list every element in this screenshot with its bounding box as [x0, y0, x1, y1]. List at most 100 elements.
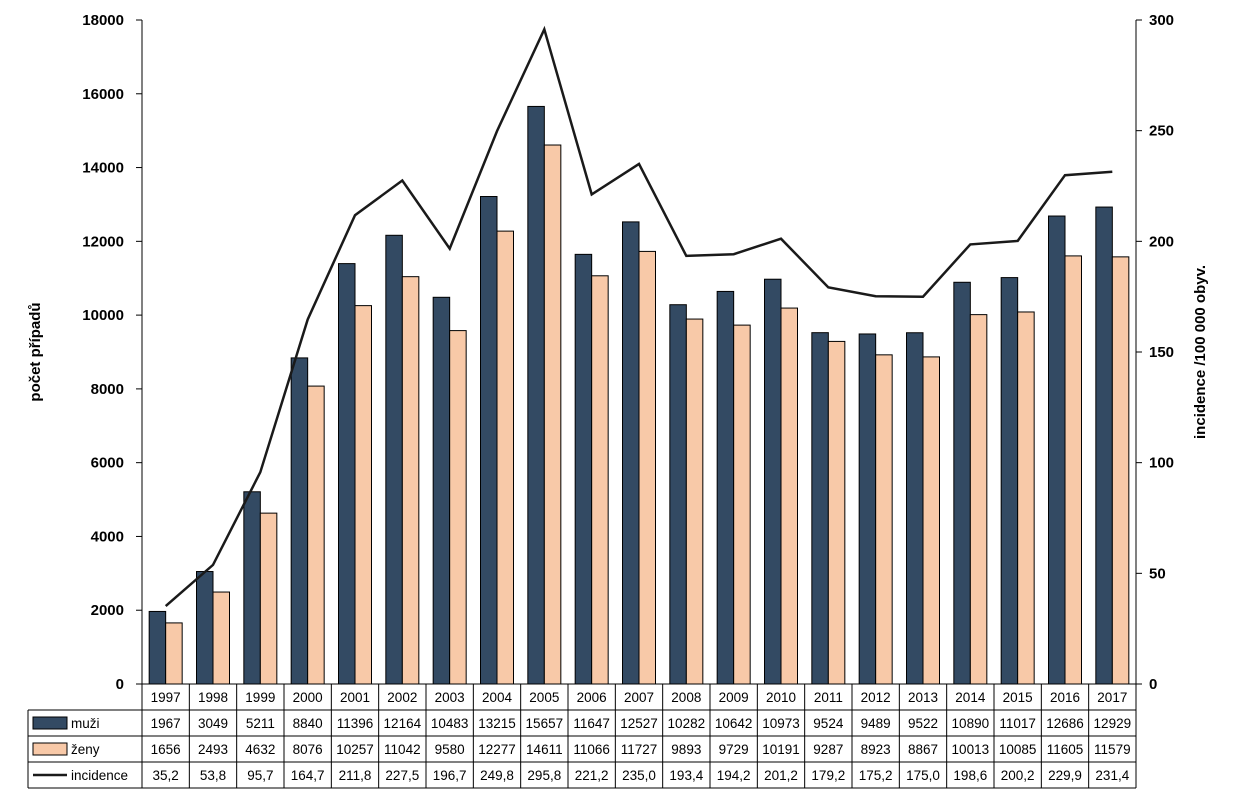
- bar-zeny-2015: [1017, 311, 1035, 685]
- category-label-2009: 2009: [719, 690, 749, 705]
- bar-zeny-2004: [496, 230, 514, 685]
- left-tick-label-16000: 16000: [82, 86, 124, 103]
- bar-zeny-2003: [449, 330, 467, 685]
- bar-muzi-2006: [574, 253, 593, 685]
- category-label-2001: 2001: [340, 690, 370, 705]
- bar-zeny-2007: [638, 250, 656, 685]
- bar-muzi-2008: [669, 304, 687, 685]
- legend-label-muzi: muži: [71, 716, 100, 731]
- data-label-incidence-2001: 211,8: [339, 768, 372, 783]
- data-label-zeny-1999: 4632: [245, 742, 275, 757]
- category-label-2003: 2003: [435, 690, 465, 705]
- data-label-zeny-2010: 10191: [762, 742, 800, 757]
- bar-zeny-2005: [543, 144, 562, 685]
- data-label-muzi-2009: 10642: [715, 716, 753, 731]
- bar-muzi-2010: [764, 278, 782, 685]
- bar-muzi-1997: [148, 610, 167, 685]
- category-label-2015: 2015: [1003, 690, 1033, 705]
- data-label-zeny-1998: 2493: [198, 742, 228, 757]
- left-tick-label-10000: 10000: [82, 307, 124, 324]
- data-label-zeny-2006: 11066: [573, 742, 610, 757]
- data-label-zeny-2016: 11605: [1047, 742, 1084, 757]
- category-label-2012: 2012: [861, 690, 891, 705]
- data-label-incidence-2010: 201,2: [764, 768, 798, 783]
- legend-key-muzi: [32, 716, 68, 730]
- data-label-muzi-2003: 10483: [431, 716, 469, 731]
- bar-zeny-2016: [1064, 255, 1082, 685]
- left-tick-label-8000: 8000: [91, 381, 124, 398]
- data-label-zeny-2003: 9580: [435, 742, 465, 757]
- bar-muzi-2000: [290, 357, 309, 685]
- data-label-zeny-2012: 8923: [861, 742, 891, 757]
- data-label-zeny-1997: 1656: [151, 742, 181, 757]
- data-label-muzi-2006: 11647: [573, 716, 610, 731]
- data-label-zeny-2005: 14611: [526, 742, 563, 757]
- data-label-zeny-2017: 11579: [1094, 742, 1131, 757]
- bar-muzi-2015: [1000, 277, 1019, 685]
- right-tick-label-0: 0: [1149, 676, 1157, 693]
- bar-muzi-2002: [385, 234, 403, 685]
- bar-muzi-2009: [716, 290, 735, 685]
- data-label-incidence-2008: 193,4: [669, 768, 703, 783]
- category-label-2000: 2000: [293, 690, 323, 705]
- left-tick-label-6000: 6000: [91, 455, 124, 472]
- bar-zeny-2017: [1111, 256, 1130, 685]
- data-label-incidence-1998: 53,8: [200, 768, 226, 783]
- data-label-incidence-2013: 175,0: [906, 768, 940, 783]
- legend-label-incidence: incidence: [71, 768, 128, 783]
- category-label-1997: 1997: [151, 690, 181, 705]
- data-label-muzi-2012: 9489: [861, 716, 891, 731]
- bar-muzi-2012: [858, 333, 877, 685]
- bar-zeny-2002: [401, 276, 420, 685]
- bar-zeny-2000: [307, 385, 325, 685]
- right-tick-label-250: 250: [1149, 123, 1174, 140]
- bar-zeny-1999: [259, 512, 278, 685]
- right-tick-label-200: 200: [1149, 233, 1174, 250]
- data-label-incidence-1997: 35,2: [153, 768, 179, 783]
- data-label-muzi-2014: 10890: [952, 716, 990, 731]
- data-label-incidence-2011: 179,2: [811, 768, 845, 783]
- left-tick-label-4000: 4000: [91, 528, 124, 545]
- right-axis-title: incidence /100 000 obyv.: [1192, 265, 1209, 439]
- data-label-muzi-2002: 12164: [384, 716, 422, 731]
- category-label-2002: 2002: [387, 690, 417, 705]
- data-label-zeny-2008: 9893: [671, 742, 701, 757]
- bar-zeny-1997: [165, 622, 183, 685]
- left-tick-label-14000: 14000: [82, 160, 124, 177]
- data-label-incidence-2007: 235,0: [622, 768, 656, 783]
- category-label-1999: 1999: [245, 690, 275, 705]
- data-label-zeny-2013: 8867: [908, 742, 938, 757]
- bar-muzi-2014: [953, 281, 971, 685]
- data-label-incidence-1999: 95,7: [247, 768, 273, 783]
- bar-zeny-2011: [827, 340, 846, 685]
- data-label-incidence-2004: 249,8: [480, 768, 514, 783]
- data-label-incidence-2005: 295,8: [527, 768, 561, 783]
- category-label-2006: 2006: [577, 690, 607, 705]
- data-label-muzi-1997: 1967: [151, 716, 181, 731]
- data-label-zeny-2015: 10085: [999, 742, 1037, 757]
- right-tick-label-50: 50: [1149, 565, 1166, 582]
- data-label-muzi-2008: 10282: [668, 716, 706, 731]
- data-table: 1997 1998 1999 2000 2001 2002 2003 2004 2005 2006…: [27, 683, 1137, 789]
- category-label-1998: 1998: [198, 690, 228, 705]
- data-label-zeny-2007: 11727: [621, 742, 658, 757]
- data-label-muzi-2000: 8840: [293, 716, 323, 731]
- right-axis-ticks: 0 50 100 150 200 250 300: [1136, 12, 1174, 693]
- category-label-2013: 2013: [908, 690, 938, 705]
- series-incidence-line: [164, 25, 1113, 608]
- category-label-2017: 2017: [1097, 690, 1127, 705]
- bar-muzi-2001: [338, 263, 356, 685]
- series-muzi-bars: [148, 105, 1113, 685]
- bar-zeny-2014: [969, 314, 988, 685]
- left-tick-label-0: 0: [116, 676, 124, 693]
- data-label-zeny-2002: 11042: [384, 742, 421, 757]
- left-tick-label-12000: 12000: [82, 233, 124, 250]
- bar-muzi-2017: [1095, 206, 1113, 685]
- bar-zeny-2012: [875, 354, 893, 685]
- data-label-muzi-2016: 12686: [1046, 716, 1084, 731]
- data-label-incidence-2003: 196,7: [433, 768, 467, 783]
- data-label-incidence-2012: 175,2: [859, 768, 893, 783]
- data-label-muzi-2017: 12929: [1094, 716, 1132, 731]
- bar-zeny-2006: [591, 275, 609, 685]
- category-label-2014: 2014: [955, 690, 986, 705]
